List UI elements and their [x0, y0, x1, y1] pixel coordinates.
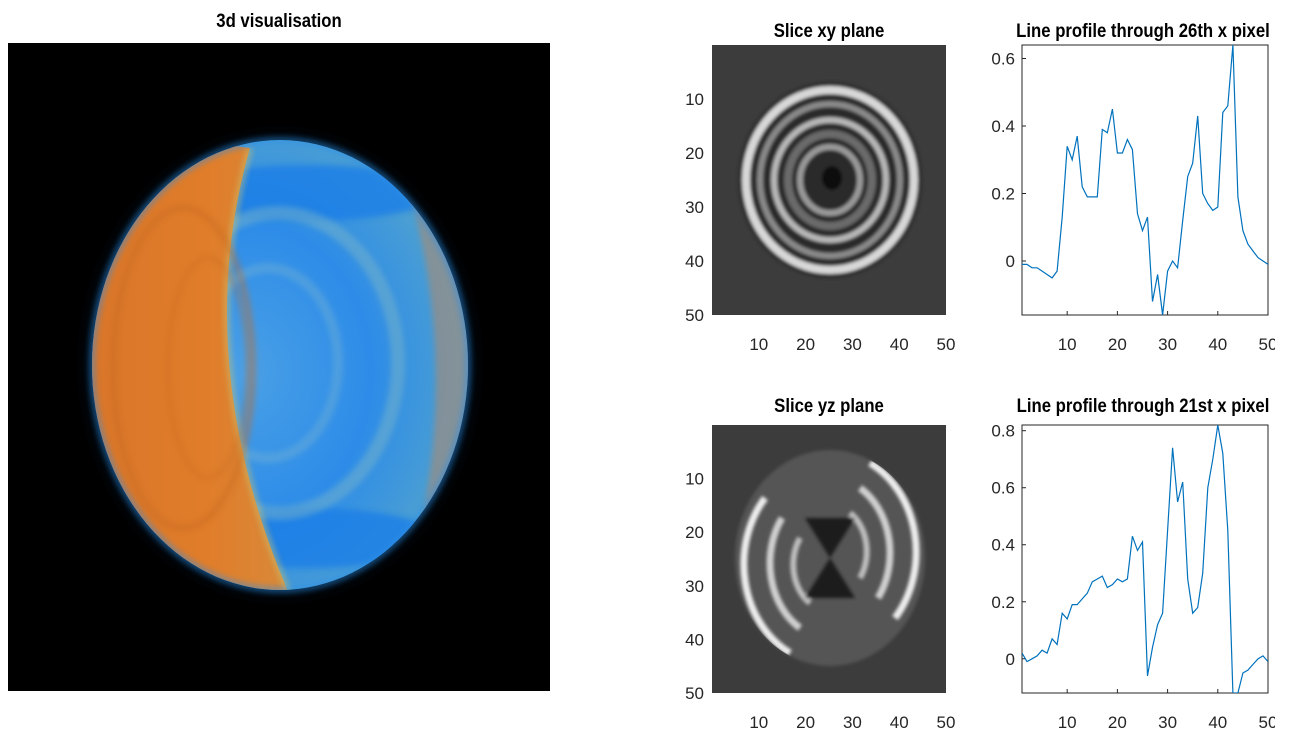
- profile-26-x-tick-label: 10: [1058, 335, 1077, 354]
- slice-yz-y-tick-label: 20: [685, 523, 704, 542]
- profile-21-series-line: [1022, 425, 1268, 693]
- slice-xy-x-tick-label: 30: [843, 335, 862, 354]
- chart-title-slice-xy: Slice xy plane: [773, 21, 885, 42]
- profile-21-plot-area: [1021, 424, 1269, 694]
- slice-yz-y-tick-label: 30: [685, 577, 704, 596]
- slice-yz-axes: 10 20 30 40 50 10 20 30 40 50: [685, 425, 956, 732]
- profile-21-x-tick-label: 50: [1259, 713, 1275, 732]
- slice-xy-y-tick-label: 40: [685, 252, 704, 271]
- profile-21-x-tick-label: 10: [1058, 713, 1077, 732]
- profile-21-y-tick-label: 0.6: [991, 479, 1015, 498]
- slice-yz-x-tick-label: 50: [937, 713, 956, 732]
- profile-26-plot-area: [1021, 44, 1269, 316]
- slice-yz-x-tick-label: 10: [749, 713, 768, 732]
- profile-21-x-tick-label: 30: [1158, 713, 1177, 732]
- slice-yz-x-tick-label: 40: [890, 713, 909, 732]
- slice-xy-y-tick-label: 50: [685, 306, 704, 325]
- slice-yz-x-tick-label: 20: [796, 713, 815, 732]
- slice-yz-x-tick-label: 30: [843, 713, 862, 732]
- chart-title-profile-26: Line profile through 26th x pixel: [1016, 21, 1270, 42]
- profile-21-x-tick-label: 20: [1108, 713, 1127, 732]
- slice-xy-y-tick-label: 10: [685, 90, 704, 109]
- slice-yz-y-tick-label: 40: [685, 630, 704, 649]
- profile-21-y-tick-label: 0.2: [991, 593, 1015, 612]
- slice-xy-y-tick-label: 30: [685, 198, 704, 217]
- chart-title-3d: 3d visualisation: [216, 11, 342, 32]
- profile-26-x-tick-label: 40: [1208, 335, 1227, 354]
- profile-21-y-tick-label: 0: [1006, 650, 1015, 669]
- profile-26-y-tick-label: 0: [1006, 252, 1015, 271]
- profile-21-y-tick-label: 0.8: [991, 422, 1015, 441]
- profile-21-y-tick-label: 0.4: [991, 536, 1015, 555]
- slice-xy-x-tick-label: 50: [937, 335, 956, 354]
- profile-21-x-tick-label: 40: [1208, 713, 1227, 732]
- profile-26-y-tick-label: 0.6: [991, 50, 1015, 69]
- slice-yz-y-tick-label: 10: [685, 470, 704, 489]
- profile-26-y-tick-label: 0.4: [991, 117, 1015, 136]
- profile-26-x-tick-label: 50: [1259, 335, 1275, 354]
- chart-title-profile-21: Line profile through 21st x pixel: [1016, 396, 1270, 417]
- volume-render: [8, 43, 550, 691]
- line-profile-26-axes: 10 20 30 40 50 0 0.2 0.4 0.6: [991, 44, 1275, 354]
- slice-xy-x-tick-label: 40: [890, 335, 909, 354]
- profile-26-x-tick-label: 30: [1158, 335, 1177, 354]
- profile-26-series-line: [1022, 45, 1268, 315]
- slice-xy-axes: 10 20 30 40 50 10 20 30 40 50: [685, 45, 956, 354]
- chart-title-slice-yz: Slice yz plane: [774, 396, 884, 417]
- slice-xy-x-tick-label: 20: [796, 335, 815, 354]
- slice-yz-y-tick-label: 50: [685, 684, 704, 703]
- slice-xy-y-tick-label: 20: [685, 144, 704, 163]
- line-profile-21-axes: 10 20 30 40 50 0 0.2 0.4 0.6 0.8: [991, 422, 1275, 732]
- profile-26-x-tick-label: 20: [1108, 335, 1127, 354]
- profile-26-y-tick-label: 0.2: [991, 185, 1015, 204]
- slice-xy-x-tick-label: 10: [749, 335, 768, 354]
